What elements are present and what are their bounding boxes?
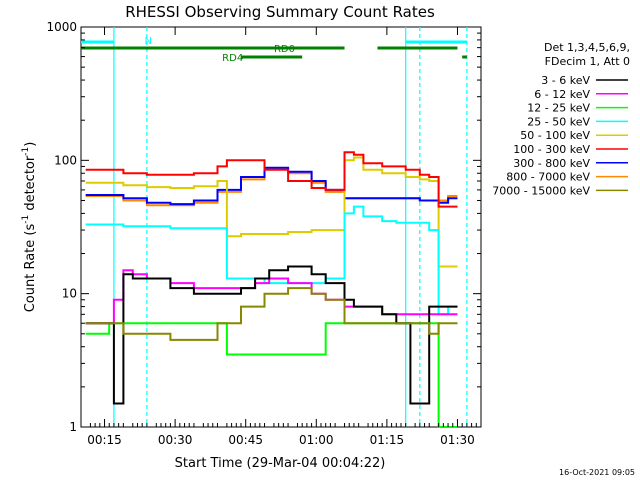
x-tick-label-4: 01:15 xyxy=(370,433,405,447)
legend-label-6: 300 - 800 keV xyxy=(513,157,590,170)
legend-header-line-1: Det 1,3,4,5,6,9, xyxy=(544,41,630,54)
x-tick-label-5: 01:30 xyxy=(440,433,475,447)
legend-label-8: 7000 - 15000 keV xyxy=(492,184,590,197)
legend-label-2: 12 - 25 keV xyxy=(527,102,590,115)
flag-label-rd0: RD0 xyxy=(274,44,295,55)
x-tick-label-2: 00:45 xyxy=(228,433,263,447)
legend-label-1: 6 - 12 keV xyxy=(534,88,590,101)
x-tick-label-0: 00:15 xyxy=(87,433,122,447)
y-tick-label-1: 10 xyxy=(62,287,77,301)
legend-label-4: 50 - 100 keV xyxy=(520,129,590,142)
series-line-100-300-kev xyxy=(85,151,458,208)
axis-ticks: 00:15 00:30 00:45 01:00 01:15 01:30 1 10 100 1000 xyxy=(46,20,481,447)
legend: Det 1,3,4,5,6,9, FDecim 1, Att 0 3 - 6 k… xyxy=(492,41,630,197)
series-line-300-800-kev xyxy=(85,166,458,206)
x-axis-label: Start Time (29-Mar-04 00:04:22) xyxy=(175,456,386,471)
y-tick-label-3: 1000 xyxy=(46,20,77,34)
series-line-7000-15000-kev xyxy=(85,287,458,341)
series-line-50-100-kev xyxy=(85,156,458,268)
y-axis-label: Count Rate (s-1 detector-1) xyxy=(21,142,38,313)
y-tick-label-2: 100 xyxy=(54,153,77,167)
y-tick-label-0: 1 xyxy=(69,420,77,434)
x-tick-label-3: 01:00 xyxy=(299,433,334,447)
series-line-3-6-kev xyxy=(85,265,458,405)
series-lines xyxy=(85,151,458,428)
x-tick-label-1: 00:30 xyxy=(158,433,193,447)
legend-label-7: 800 - 7000 keV xyxy=(506,171,590,184)
flag-label-n: N xyxy=(145,36,152,47)
legend-label-3: 25 - 50 keV xyxy=(527,115,590,128)
flag-label-rd4: RD4 xyxy=(222,53,243,64)
series-line-25-50-kev xyxy=(85,205,458,316)
legend-label-5: 100 - 300 keV xyxy=(513,143,590,156)
timestamp: 16-Oct-2021 09:05 xyxy=(559,468,635,477)
svg-text:Count Rate (s-1 detector-1): Count Rate (s-1 detector-1) xyxy=(21,142,38,313)
legend-header-line-2: FDecim 1, Att 0 xyxy=(545,55,630,68)
chart-title: RHESSI Observing Summary Count Rates xyxy=(125,3,435,21)
legend-label-0: 3 - 6 keV xyxy=(541,74,590,87)
